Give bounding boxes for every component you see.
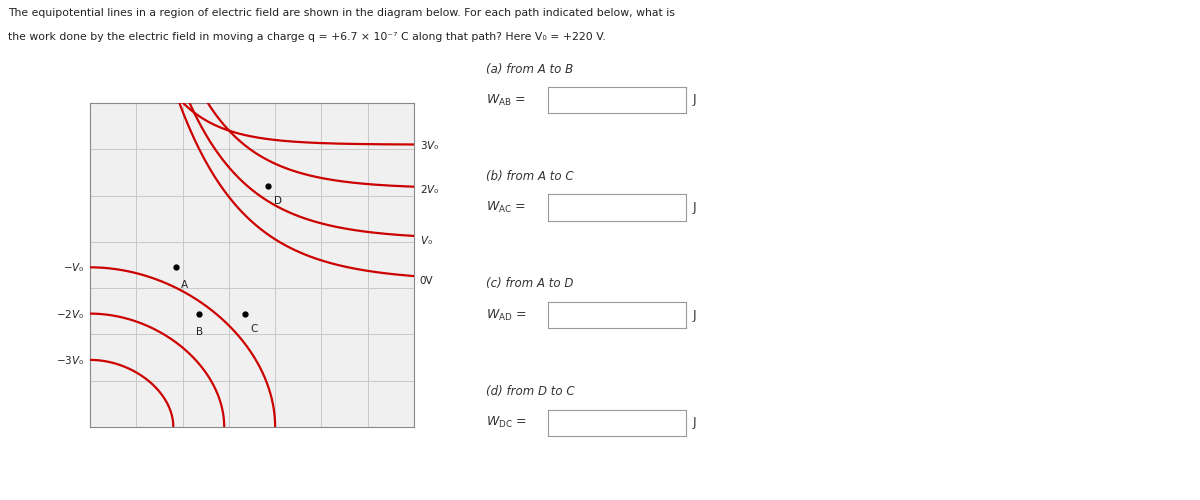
Text: J: J bbox=[692, 416, 696, 429]
Text: D: D bbox=[274, 196, 282, 206]
Text: $V₀$: $V₀$ bbox=[420, 234, 432, 245]
Text: $-2V₀$: $-2V₀$ bbox=[56, 308, 84, 320]
Text: $-V₀$: $-V₀$ bbox=[62, 262, 84, 274]
Text: J: J bbox=[692, 94, 696, 106]
Text: 0V: 0V bbox=[420, 276, 433, 286]
Text: the work done by the electric field in moving a charge q = +6.7 × 10⁻⁷ C along t: the work done by the electric field in m… bbox=[8, 32, 606, 42]
Text: The equipotential lines in a region of electric field are shown in the diagram b: The equipotential lines in a region of e… bbox=[8, 8, 676, 18]
Text: $-3V₀$: $-3V₀$ bbox=[56, 354, 84, 366]
Text: A: A bbox=[181, 280, 188, 290]
Text: $W_{\mathrm{AC}}$ =: $W_{\mathrm{AC}}$ = bbox=[486, 200, 526, 215]
Text: $3V₀$: $3V₀$ bbox=[420, 138, 439, 150]
Text: (a) from A to B: (a) from A to B bbox=[486, 62, 574, 76]
Text: (c) from A to D: (c) from A to D bbox=[486, 278, 574, 290]
Text: B: B bbox=[197, 326, 204, 336]
Text: (b) from A to C: (b) from A to C bbox=[486, 170, 574, 183]
Text: (d) from D to C: (d) from D to C bbox=[486, 385, 575, 398]
Text: J: J bbox=[692, 201, 696, 214]
Text: $2V₀$: $2V₀$ bbox=[420, 182, 439, 194]
Text: J: J bbox=[692, 308, 696, 322]
Text: C: C bbox=[251, 324, 258, 334]
Text: $W_{\mathrm{AB}}$ =: $W_{\mathrm{AB}}$ = bbox=[486, 92, 526, 108]
Text: $W_{\mathrm{DC}}$ =: $W_{\mathrm{DC}}$ = bbox=[486, 415, 527, 430]
Text: $W_{\mathrm{AD}}$ =: $W_{\mathrm{AD}}$ = bbox=[486, 308, 527, 322]
